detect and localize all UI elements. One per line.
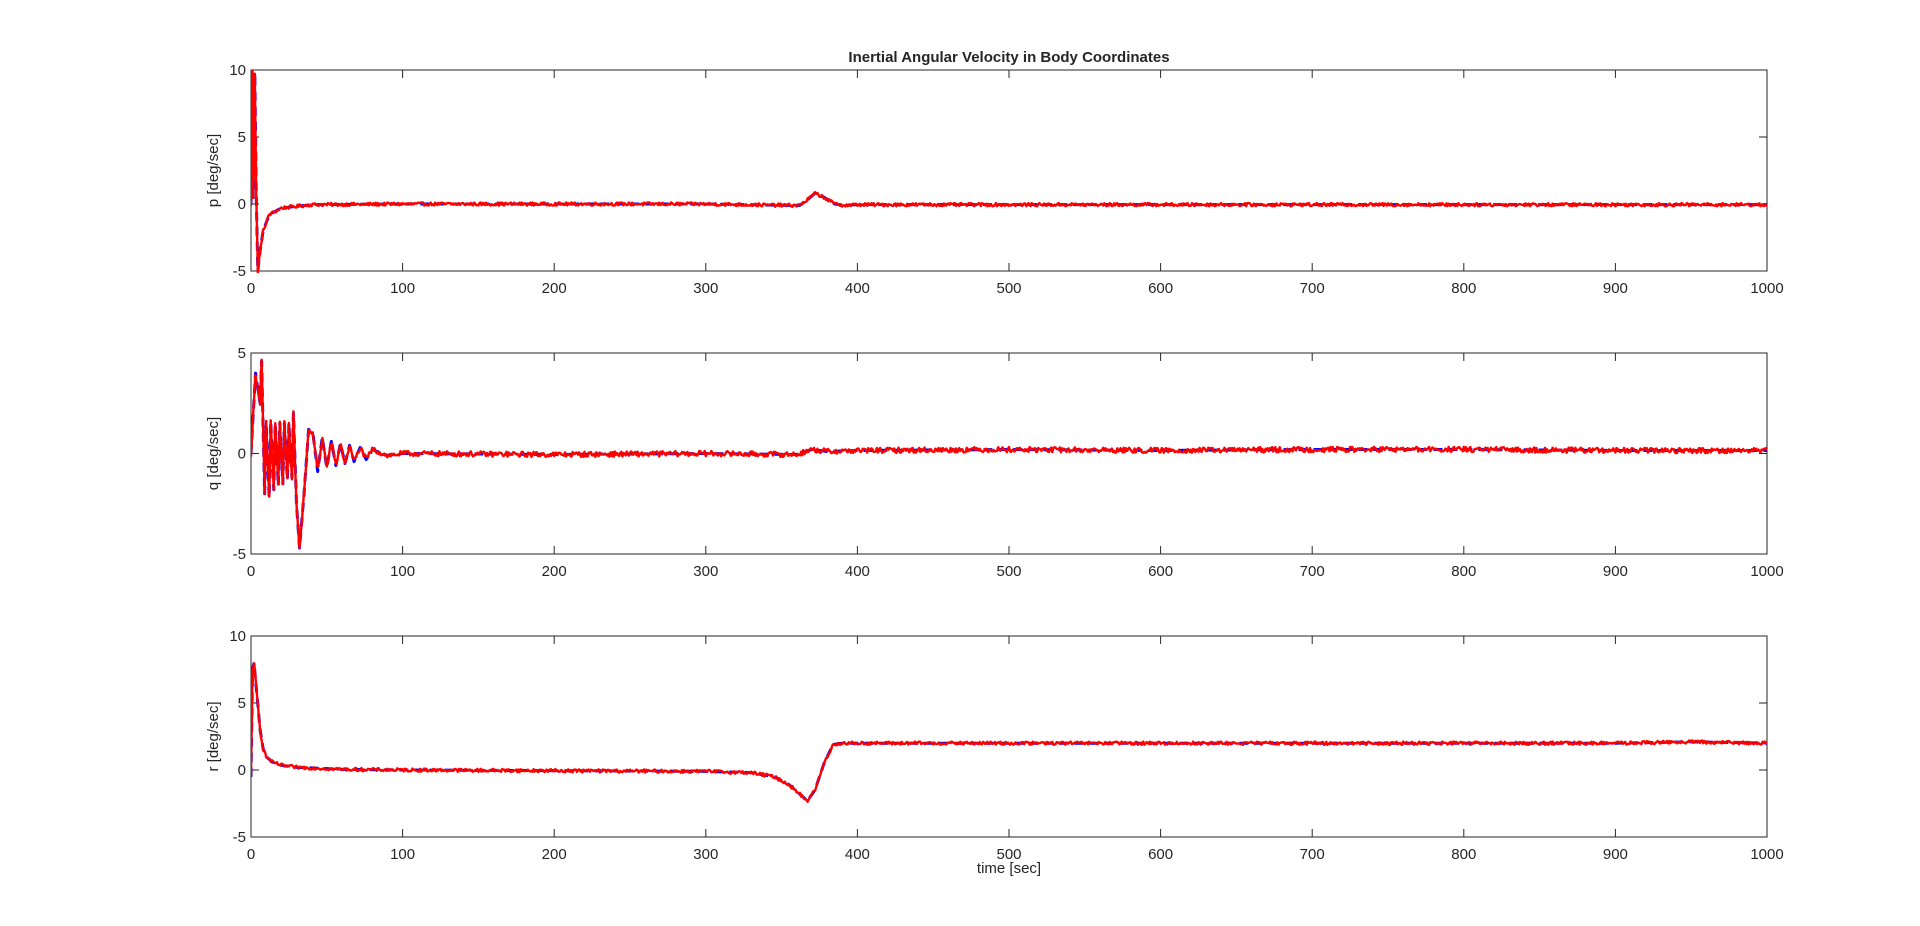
y-axis-label: q [deg/sec]	[205, 417, 222, 490]
x-tick-label: 700	[1300, 846, 1325, 863]
x-tick-label: 900	[1603, 846, 1628, 863]
y-tick-label: 0	[238, 446, 246, 463]
x-tick-label: 700	[1300, 280, 1325, 297]
x-tick-label: 0	[247, 280, 255, 297]
x-tick-label: 100	[390, 846, 415, 863]
y-tick-label: -5	[233, 546, 246, 563]
series-line-measured	[251, 358, 1767, 550]
y-tick-label: -5	[233, 829, 246, 846]
x-tick-label: 700	[1300, 563, 1325, 580]
x-tick-label: 300	[693, 280, 718, 297]
x-tick-label: 500	[996, 563, 1021, 580]
plot-area	[250, 69, 1768, 272]
y-axis-label: r [deg/sec]	[205, 701, 222, 771]
x-tick-label: 900	[1603, 280, 1628, 297]
x-tick-label: 0	[247, 563, 255, 580]
x-tick-label: 100	[390, 280, 415, 297]
x-tick-label: 900	[1603, 563, 1628, 580]
y-tick-label: 5	[238, 129, 246, 146]
x-tick-label: 300	[693, 846, 718, 863]
x-tick-label: 600	[1148, 563, 1173, 580]
x-tick-label: 400	[845, 280, 870, 297]
x-tick-label: 1000	[1750, 846, 1783, 863]
x-tick-label: 200	[542, 846, 567, 863]
x-tick-label: 800	[1451, 563, 1476, 580]
x-tick-label: 600	[1148, 846, 1173, 863]
x-tick-label: 1000	[1750, 280, 1783, 297]
y-tick-label: 10	[229, 628, 246, 645]
x-tick-label: 600	[1148, 280, 1173, 297]
x-tick-label: 400	[845, 563, 870, 580]
axes-p: 0 100 200 300 400 500 600 700 800 900 1000-50510p …	[205, 62, 1784, 297]
x-tick-label: 800	[1451, 846, 1476, 863]
y-tick-label: 0	[238, 196, 246, 213]
x-tick-label: 1000	[1750, 563, 1783, 580]
x-tick-label: 200	[542, 280, 567, 297]
series-line-measured	[251, 69, 1767, 273]
x-tick-label: 800	[1451, 280, 1476, 297]
y-tick-label: 5	[238, 345, 246, 362]
y-axis-label: p [deg/sec]	[205, 134, 222, 207]
x-tick-label: 0	[247, 846, 255, 863]
x-tick-label: 500	[996, 846, 1021, 863]
x-tick-label: 100	[390, 563, 415, 580]
plot-area	[250, 635, 1768, 838]
figure-title: Inertial Angular Velocity in Body Coordi…	[848, 49, 1169, 66]
x-axis-label: time [sec]	[977, 860, 1041, 877]
y-tick-label: 5	[238, 695, 246, 712]
x-tick-label: 400	[845, 846, 870, 863]
series-line-measured	[251, 662, 1767, 803]
axes-r: 0 100 200 300 400 500 600 700 800 900 1000-50510r …	[205, 628, 1784, 863]
x-tick-label: 500	[996, 280, 1021, 297]
y-tick-label: 0	[238, 762, 246, 779]
y-tick-label: 10	[229, 62, 246, 79]
x-tick-label: 200	[542, 563, 567, 580]
x-tick-label: 300	[693, 563, 718, 580]
y-tick-label: -5	[233, 263, 246, 280]
